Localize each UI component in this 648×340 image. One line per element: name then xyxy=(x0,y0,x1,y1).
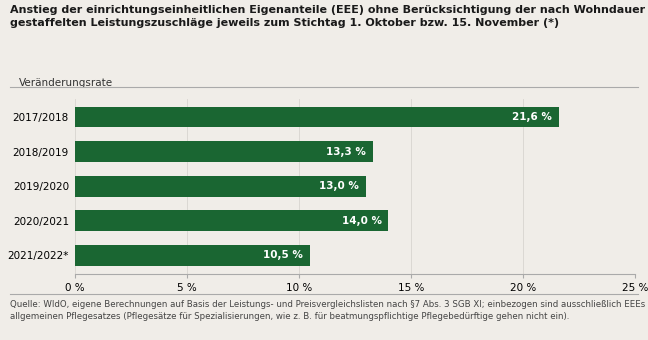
Text: 13,0 %: 13,0 % xyxy=(319,181,359,191)
Text: 21,6 %: 21,6 % xyxy=(512,112,552,122)
Text: Quelle: WIdO, eigene Berechnungen auf Basis der Leistungs- und Preisvergleichsli: Quelle: WIdO, eigene Berechnungen auf Ba… xyxy=(10,300,648,321)
Text: Anstieg der einrichtungseinheitlichen Eigenanteile (EEE) ohne Berücksichtigung d: Anstieg der einrichtungseinheitlichen Ei… xyxy=(10,5,645,28)
Text: Veränderungsrate: Veränderungsrate xyxy=(19,78,113,88)
Bar xyxy=(75,141,373,162)
Text: 10,5 %: 10,5 % xyxy=(263,250,303,260)
Text: 14,0 %: 14,0 % xyxy=(341,216,382,226)
Bar xyxy=(75,245,310,266)
Bar xyxy=(75,210,388,231)
Text: 13,3 %: 13,3 % xyxy=(326,147,366,156)
Bar xyxy=(75,106,559,127)
Bar xyxy=(75,176,366,197)
